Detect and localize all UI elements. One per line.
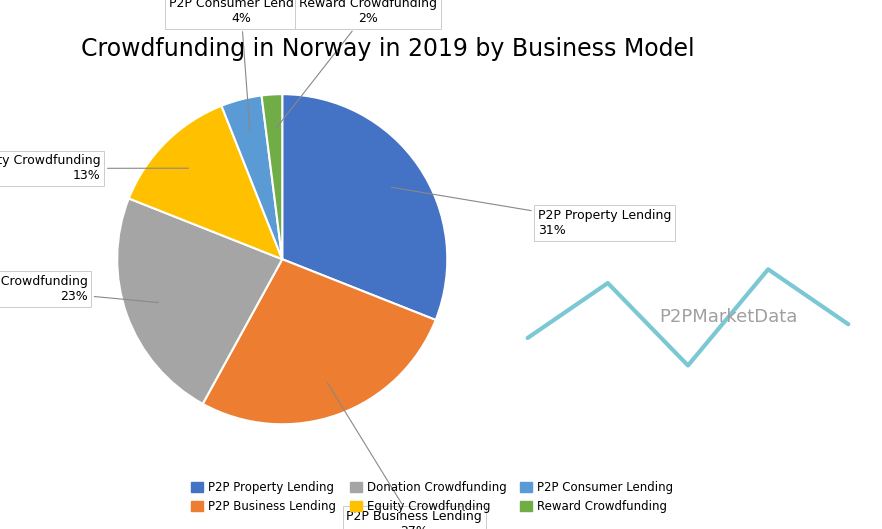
Wedge shape — [117, 198, 282, 404]
Wedge shape — [221, 95, 282, 259]
Wedge shape — [262, 94, 282, 259]
Wedge shape — [282, 94, 447, 320]
Text: Donation Crowdfunding
23%: Donation Crowdfunding 23% — [0, 275, 159, 303]
Text: Crowdfunding in Norway in 2019 by Business Model: Crowdfunding in Norway in 2019 by Busine… — [81, 37, 695, 61]
Text: Equity Crowdfunding
13%: Equity Crowdfunding 13% — [0, 154, 189, 183]
Text: P2P Consumer Lending
4%: P2P Consumer Lending 4% — [168, 0, 313, 132]
Wedge shape — [203, 259, 436, 424]
Wedge shape — [129, 106, 282, 259]
Text: Reward Crowdfunding
2%: Reward Crowdfunding 2% — [276, 0, 437, 129]
Text: P2P Business Lending
27%: P2P Business Lending 27% — [327, 382, 482, 529]
Text: P2PMarketData: P2PMarketData — [660, 308, 798, 326]
Legend: P2P Property Lending, P2P Business Lending, Donation Crowdfunding, Equity Crowdf: P2P Property Lending, P2P Business Lendi… — [191, 481, 673, 513]
Text: P2P Property Lending
31%: P2P Property Lending 31% — [392, 187, 671, 237]
